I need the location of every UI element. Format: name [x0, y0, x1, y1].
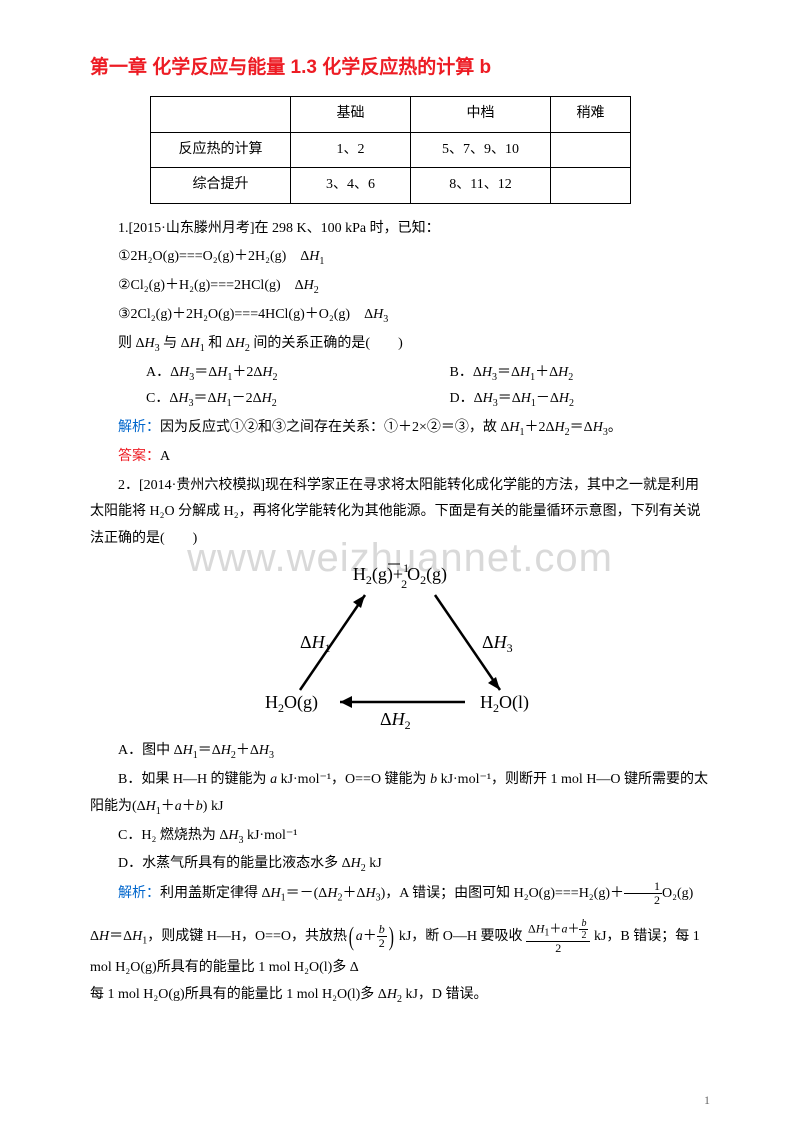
energy-cycle-diagram: H2(g)+12O2(g) ΔH1 ΔH3 ΔH2 H2O(g) H2O(l) — [230, 560, 570, 730]
th-basic: 基础 — [291, 97, 411, 133]
q2-optD: D．水蒸气所具有的能量比液态水多 ΔH2 kJ — [90, 851, 710, 878]
svg-text:H2O(g): H2O(g) — [265, 692, 318, 715]
q2-analysis-2: ΔH＝ΔH1，则成键 H—H，O==O，共放热(a＋b2) kJ，断 O—H 要… — [90, 918, 710, 982]
q2-analysis-3: 每 1 mol H₂O(g)所具有的能量比 1 mol H₂O(l)多 ΔH2 … — [90, 982, 710, 1009]
q1-ask: 则 ΔH3 与 ΔH1 和 ΔH2 间的关系正确的是( ) — [90, 331, 710, 358]
q1-eq3: ③2Cl₂(g)＋2H₂O(g)===4HCl(g)＋O₂(g) ΔH3 — [90, 302, 710, 329]
cell: 1、2 — [291, 132, 411, 168]
q1-opts-row2: C．ΔH3＝ΔH1－2ΔH2 D．ΔH3＝ΔH1－ΔH2 — [90, 386, 710, 413]
q2-lead: 2．[2014·贵州六校模拟]现在科学家正在寻求将太阳能转化成化学能的方法，其中… — [90, 473, 710, 553]
svg-text:ΔH2: ΔH2 — [380, 709, 411, 730]
th-mid: 中档 — [411, 97, 551, 133]
q1-opts-row1: A．ΔH3＝ΔH1＋2ΔH2 B．ΔH3＝ΔH1＋ΔH2 — [90, 360, 710, 387]
page-content: 第一章 化学反应与能量 1.3 化学反应热的计算 b 基础 中档 稍难 反应热的… — [90, 50, 710, 1008]
th-hard: 稍难 — [551, 97, 631, 133]
answer-label: 答案： — [118, 449, 160, 464]
cell — [551, 168, 631, 204]
q1-eq2: ②Cl₂(g)＋H₂(g)===2HCl(g) ΔH2 — [90, 273, 710, 300]
svg-text:H2O(l): H2O(l) — [480, 692, 529, 715]
q2-optA: A．图中 ΔH1＝ΔH2＋ΔH3 — [90, 738, 710, 765]
q1-lead: 1.[2015·山东滕州月考]在 298 K、100 kPa 时，已知： — [90, 216, 710, 243]
cell: 3、4、6 — [291, 168, 411, 204]
table-row: 反应热的计算 1、2 5、7、9、10 — [151, 132, 631, 168]
q1-answer: 答案：A — [90, 444, 710, 471]
cell: 反应热的计算 — [151, 132, 291, 168]
analysis-label: 解析： — [118, 420, 160, 435]
svg-text:ΔH1: ΔH1 — [300, 632, 331, 655]
cell: 8、11、12 — [411, 168, 551, 204]
page-number: 1 — [704, 1089, 710, 1112]
q1-eq1: ①2H₂O(g)===O₂(g)＋2H₂(g) ΔH1 — [90, 244, 710, 271]
q2-analysis-1: 解析：利用盖斯定律得 ΔH1＝－(ΔH2＋ΔH3)，A 错误；由图可知 H₂O(… — [90, 880, 710, 908]
chapter-title: 第一章 化学反应与能量 1.3 化学反应热的计算 b — [90, 50, 710, 86]
cell: 5、7、9、10 — [411, 132, 551, 168]
cell — [551, 132, 631, 168]
table-row: 基础 中档 稍难 — [151, 97, 631, 133]
svg-text:ΔH3: ΔH3 — [482, 632, 513, 655]
q2-optC: C．H₂ 燃烧热为 ΔH3 kJ·mol⁻¹ — [90, 823, 710, 850]
cell: 综合提升 — [151, 168, 291, 204]
q1-analysis: 解析：因为反应式①②和③之间存在关系：①＋2×②＝③，故 ΔH1＋2ΔH2＝ΔH… — [90, 415, 710, 442]
th-blank — [151, 97, 291, 133]
table-row: 综合提升 3、4、6 8、11、12 — [151, 168, 631, 204]
diagram-top-label: H2(g)+12O2(g) — [353, 561, 447, 591]
analysis-label: 解析： — [118, 886, 160, 901]
q2-optB: B．如果 H—H 的键能为 a kJ·mol⁻¹，O==O 键能为 b kJ·m… — [90, 767, 710, 820]
difficulty-table: 基础 中档 稍难 反应热的计算 1、2 5、7、9、10 综合提升 3、4、6 … — [150, 96, 631, 204]
